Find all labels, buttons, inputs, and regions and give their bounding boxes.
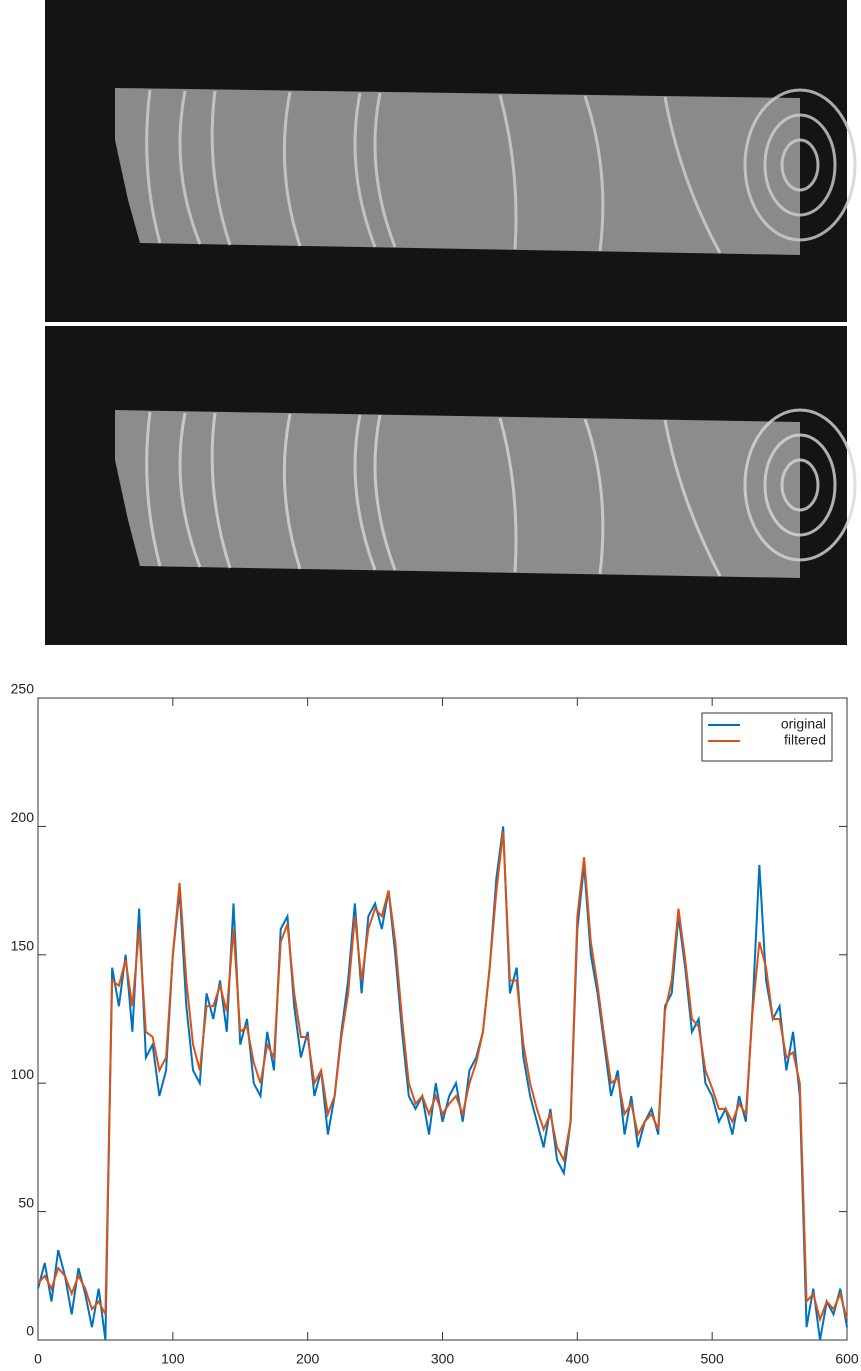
x-tick-label: 300 xyxy=(431,1351,455,1367)
axes-box xyxy=(37,697,848,1341)
wood-slab xyxy=(115,410,800,578)
separator xyxy=(45,322,847,326)
y-tick-label: 100 xyxy=(11,1066,35,1082)
y-tick-label: 150 xyxy=(11,938,35,954)
y-tick-label: 200 xyxy=(11,809,35,825)
x-tick-label: 0 xyxy=(34,1351,42,1367)
legend-label: original xyxy=(781,716,826,732)
y-tick-label: 0 xyxy=(26,1323,34,1339)
photo-top xyxy=(45,0,857,322)
wood-slab xyxy=(115,88,800,255)
series-line xyxy=(37,831,848,1323)
x-tick-label: 400 xyxy=(566,1351,590,1367)
x-tick-label: 100 xyxy=(161,1351,185,1367)
x-tick-label: 200 xyxy=(296,1351,320,1367)
photo-bottom xyxy=(45,326,857,645)
rings xyxy=(145,88,857,254)
rings xyxy=(145,408,857,577)
line-chart: 0 100 200 300 400 500 600 0 50 100 150 200 250 origin… xyxy=(11,681,859,1367)
legend-box xyxy=(701,712,833,762)
x-tick-label: 600 xyxy=(835,1351,859,1367)
y-tick-label: 250 xyxy=(11,681,35,697)
x-tick-label: 500 xyxy=(700,1351,724,1367)
y-tick-label: 50 xyxy=(18,1194,34,1210)
legend-label: filtered xyxy=(784,732,826,748)
